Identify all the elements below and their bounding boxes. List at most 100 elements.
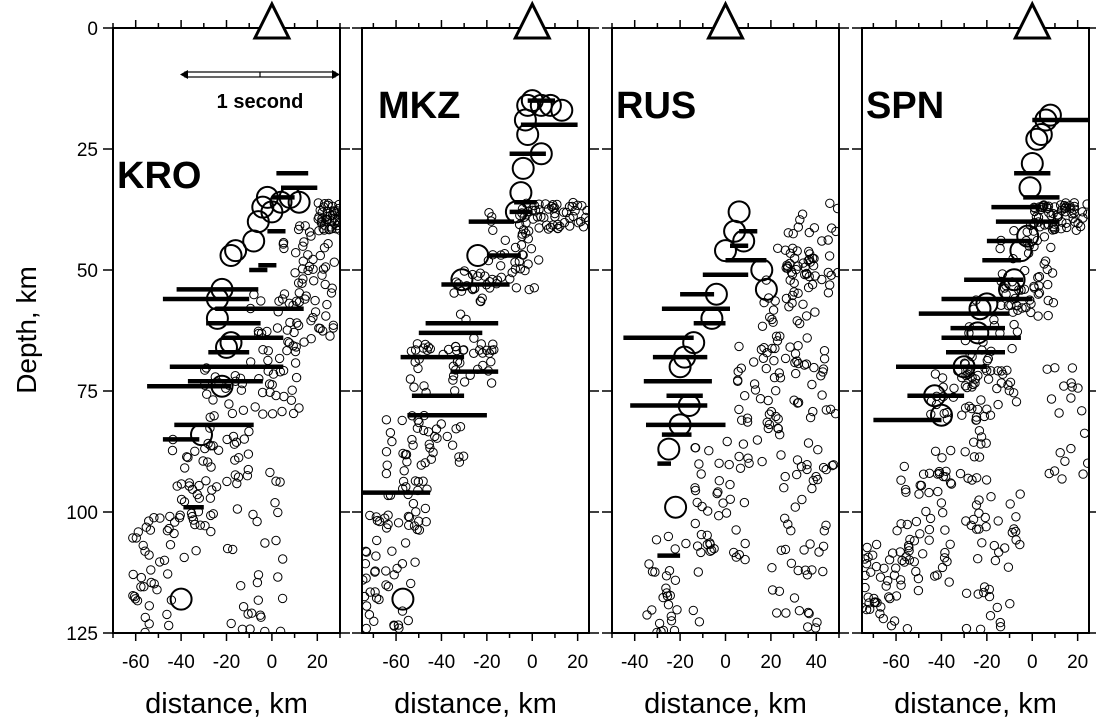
event-point xyxy=(742,413,753,423)
event-point xyxy=(208,441,218,451)
x-tick-label: -20 xyxy=(973,652,1000,673)
event-point xyxy=(863,592,873,602)
event-point xyxy=(808,261,819,271)
event-point xyxy=(319,225,329,235)
event-point xyxy=(131,533,142,543)
event-point xyxy=(323,239,333,249)
event-point xyxy=(243,449,254,459)
event-point xyxy=(830,409,839,419)
event-point xyxy=(972,473,982,483)
event-point xyxy=(231,437,242,447)
event-point xyxy=(1009,388,1019,398)
event-point xyxy=(804,227,814,238)
event-point xyxy=(389,570,399,580)
event-point xyxy=(469,348,479,358)
event-point xyxy=(144,601,155,611)
event-point xyxy=(369,616,379,626)
event-point xyxy=(139,582,149,592)
conversion-point xyxy=(205,306,229,330)
event-point xyxy=(253,595,263,605)
x-tick-label: -40 xyxy=(621,652,648,673)
event-point xyxy=(973,589,983,599)
event-point xyxy=(279,243,289,254)
event-point xyxy=(743,453,753,463)
event-point xyxy=(477,293,487,303)
event-point xyxy=(981,475,992,485)
event-point xyxy=(744,458,754,468)
event-point xyxy=(420,503,431,514)
event-point xyxy=(802,333,812,343)
x-tick-label: -40 xyxy=(428,652,455,673)
event-point xyxy=(456,286,467,296)
event-point xyxy=(211,482,222,492)
x-tick-label: -60 xyxy=(382,652,409,673)
event-point xyxy=(973,554,983,564)
event-point xyxy=(718,498,728,508)
event-point xyxy=(791,368,801,379)
event-point xyxy=(904,546,914,556)
event-point xyxy=(995,622,1006,632)
event-point xyxy=(272,323,283,333)
event-point xyxy=(136,572,147,583)
conversion-point xyxy=(754,277,778,301)
event-point xyxy=(247,608,257,618)
event-point xyxy=(889,616,900,626)
event-point xyxy=(245,624,255,633)
event-point xyxy=(791,264,801,275)
event-point xyxy=(561,207,572,218)
event-point xyxy=(795,215,805,225)
event-point xyxy=(981,522,991,532)
event-point xyxy=(962,382,972,393)
event-point xyxy=(772,608,782,618)
event-point xyxy=(740,538,750,549)
event-point xyxy=(279,391,289,402)
event-point xyxy=(804,608,814,619)
event-point xyxy=(913,573,924,584)
event-point xyxy=(982,355,992,366)
event-point xyxy=(713,487,723,497)
event-point xyxy=(412,339,423,349)
event-point xyxy=(1034,288,1045,298)
event-point xyxy=(1043,295,1053,306)
event-point xyxy=(206,441,216,451)
event-point xyxy=(252,516,262,527)
event-point xyxy=(821,520,831,530)
event-point xyxy=(1000,543,1010,553)
event-point xyxy=(781,293,792,304)
event-point xyxy=(934,466,944,477)
event-point xyxy=(1083,458,1089,468)
event-point xyxy=(656,626,666,633)
conversion-point xyxy=(169,587,193,611)
event-point xyxy=(442,431,452,442)
event-point xyxy=(752,435,763,445)
event-point xyxy=(399,466,409,476)
event-point xyxy=(424,439,434,449)
event-point xyxy=(303,265,313,276)
event-point xyxy=(941,466,951,476)
event-point xyxy=(419,381,429,391)
event-point xyxy=(418,425,429,436)
event-point xyxy=(971,412,982,422)
event-point xyxy=(924,524,935,535)
event-point xyxy=(924,535,934,545)
conversion-point xyxy=(1002,268,1026,292)
event-point xyxy=(896,519,906,529)
event-point xyxy=(407,434,417,445)
event-point xyxy=(771,386,781,396)
event-point xyxy=(749,357,759,367)
event-point xyxy=(995,243,1005,254)
event-point xyxy=(769,372,780,383)
event-point xyxy=(862,542,872,553)
event-point xyxy=(792,316,802,326)
event-point xyxy=(942,556,952,567)
event-point xyxy=(277,593,288,604)
event-point xyxy=(558,207,569,217)
event-point xyxy=(249,289,259,300)
event-point xyxy=(1005,377,1016,387)
event-point xyxy=(739,497,750,508)
x-tick-label: -20 xyxy=(473,652,500,673)
event-point xyxy=(291,248,301,258)
event-point xyxy=(325,331,335,341)
event-point xyxy=(250,402,260,412)
station-triangle-icon xyxy=(512,0,552,40)
